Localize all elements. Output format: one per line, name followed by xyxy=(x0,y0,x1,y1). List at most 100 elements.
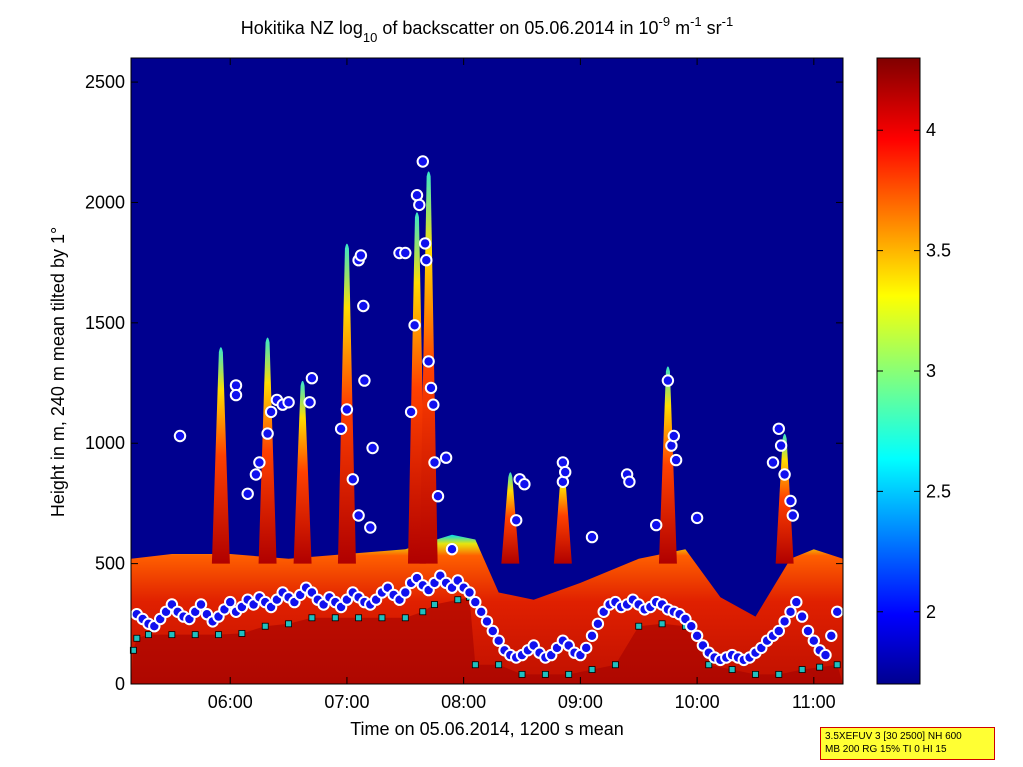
detection-marker xyxy=(786,509,799,522)
ground-marker xyxy=(168,631,176,639)
plume-8 xyxy=(658,366,677,564)
detection-marker xyxy=(650,518,663,532)
y-axis-label: Height in m, 240 m mean tilted by 1° xyxy=(48,227,68,517)
detection-marker xyxy=(778,615,791,628)
ground-marker xyxy=(308,614,316,622)
ground-markers xyxy=(129,593,841,678)
ground-marker xyxy=(191,631,199,639)
ground-marker xyxy=(471,661,479,669)
detection-marker xyxy=(264,405,278,419)
plume-7 xyxy=(553,467,572,564)
x-tick-label: 07:00 xyxy=(324,692,369,712)
detection-marker xyxy=(510,514,523,527)
detection-marker xyxy=(416,155,429,168)
detection-marker xyxy=(492,634,505,647)
detection-marker xyxy=(790,595,803,609)
detection-marker xyxy=(422,355,435,368)
detection-marker xyxy=(795,610,809,623)
detection-marker xyxy=(334,422,348,435)
detection-marker xyxy=(774,439,788,452)
colorbar: 2 2.5 3 3.5 4 xyxy=(876,57,951,685)
detection-marker xyxy=(690,629,704,642)
detection-marker xyxy=(685,620,698,633)
detection-marker xyxy=(357,299,370,313)
detection-marker xyxy=(366,441,379,455)
ground-marker xyxy=(833,661,841,669)
ground-marker xyxy=(378,614,386,622)
ground-marker xyxy=(495,661,503,669)
detection-marker xyxy=(486,624,499,638)
detection-marker xyxy=(556,475,570,488)
colorbar-tick-label: 4 xyxy=(926,120,936,140)
param-line-2: MB 200 RG 15% TI 0 HI 15 xyxy=(825,744,947,755)
detection-marker xyxy=(194,598,208,611)
detection-marker xyxy=(249,468,263,481)
detection-marker xyxy=(801,624,815,638)
detection-marker xyxy=(825,629,838,642)
ground-marker xyxy=(705,661,713,669)
colorbar-ticks: 2 2.5 3 3.5 4 xyxy=(877,120,951,622)
detection-marker xyxy=(305,372,319,385)
y-tick-label: 1000 xyxy=(85,433,125,453)
colorbar-tick-label: 2 xyxy=(926,602,936,622)
x-tick-label: 10:00 xyxy=(675,692,720,712)
detection-marker xyxy=(480,615,494,628)
y-tick-label: 500 xyxy=(95,554,125,574)
ground-marker xyxy=(454,596,462,604)
plume-0 xyxy=(211,347,230,564)
detection-marker xyxy=(518,478,531,491)
colorbar-tick-label: 3.5 xyxy=(926,241,951,261)
ground-marker xyxy=(518,670,526,678)
detection-marker xyxy=(784,494,797,508)
colorbar-tick-label: 2.5 xyxy=(926,481,951,501)
ground-marker xyxy=(355,614,363,622)
ground-marker xyxy=(816,663,824,671)
detection-marker xyxy=(580,641,593,655)
ground-marker xyxy=(285,620,292,628)
y-tick-label: 2000 xyxy=(85,192,125,212)
ground-marker xyxy=(401,614,409,622)
x-tick-label: 09:00 xyxy=(558,692,603,712)
detection-marker xyxy=(282,396,295,409)
plume-2 xyxy=(293,380,312,564)
layer-markers xyxy=(130,569,844,667)
ground-marker xyxy=(611,661,619,669)
detection-marker xyxy=(399,586,412,599)
detection-marker xyxy=(364,521,377,534)
detection-marker xyxy=(303,396,316,409)
detection-marker xyxy=(229,388,243,402)
ground-marker xyxy=(588,666,596,673)
detection-marker xyxy=(475,605,488,618)
plume-markers xyxy=(173,155,799,556)
detection-marker xyxy=(667,429,680,443)
ground-marker xyxy=(129,646,137,654)
ground-marker xyxy=(658,620,666,628)
detection-marker xyxy=(427,398,440,411)
detection-marker xyxy=(831,605,844,618)
plume-6 xyxy=(501,472,520,564)
x-tick-label: 11:00 xyxy=(792,692,836,712)
detection-marker xyxy=(766,456,780,469)
detection-marker xyxy=(445,543,459,556)
ground-marker xyxy=(133,634,141,642)
param-line-1: 3.5XEFUV 3 [30 2500] NH 600 xyxy=(825,731,962,742)
ground-marker xyxy=(238,630,246,637)
detection-marker xyxy=(404,405,418,419)
plot-area xyxy=(129,57,844,685)
detection-marker xyxy=(354,249,368,262)
detection-marker xyxy=(428,456,441,469)
colorbar-tick-label: 3 xyxy=(926,361,936,381)
x-axis-label: Time on 05.06.2014, 1200 s mean xyxy=(350,719,624,739)
detection-marker xyxy=(623,475,636,488)
detection-marker xyxy=(418,237,432,250)
detection-marker xyxy=(340,403,354,416)
y-axis: 0 500 1000 1500 2000 2500 xyxy=(85,72,843,694)
detection-marker xyxy=(424,381,438,395)
detection-marker xyxy=(224,595,237,609)
detection-marker xyxy=(431,490,445,503)
y-tick-label: 0 xyxy=(115,674,125,694)
ground-marker xyxy=(565,670,573,678)
detection-marker xyxy=(463,586,476,599)
detection-marker xyxy=(772,624,785,638)
